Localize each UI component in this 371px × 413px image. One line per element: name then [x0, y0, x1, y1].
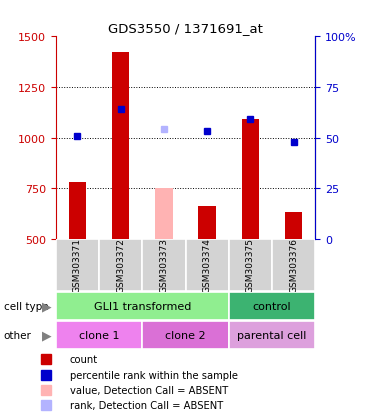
Text: GSM303375: GSM303375	[246, 238, 255, 293]
Title: GDS3550 / 1371691_at: GDS3550 / 1371691_at	[108, 21, 263, 35]
Bar	[229, 240, 272, 291]
Text: GSM303372: GSM303372	[116, 238, 125, 293]
Bar	[272, 240, 315, 291]
Text: GSM303373: GSM303373	[160, 238, 168, 293]
Bar	[56, 292, 229, 320]
Text: GLI1 transformed: GLI1 transformed	[93, 301, 191, 311]
Text: clone 1: clone 1	[79, 330, 119, 340]
Text: control: control	[253, 301, 291, 311]
Text: clone 2: clone 2	[165, 330, 206, 340]
Bar	[56, 321, 142, 349]
Text: parental cell: parental cell	[237, 330, 307, 340]
Text: value, Detection Call = ABSENT: value, Detection Call = ABSENT	[70, 385, 228, 395]
Bar	[99, 240, 142, 291]
Text: GSM303371: GSM303371	[73, 238, 82, 293]
Text: ▶: ▶	[42, 328, 51, 342]
Text: ▶: ▶	[42, 299, 51, 313]
Text: count: count	[70, 354, 98, 365]
Bar	[285, 212, 302, 240]
Bar	[229, 321, 315, 349]
Text: GSM303376: GSM303376	[289, 238, 298, 293]
Text: percentile rank within the sample: percentile rank within the sample	[70, 370, 238, 380]
Bar	[242, 120, 259, 240]
Bar	[142, 240, 186, 291]
Bar	[142, 321, 229, 349]
Text: rank, Detection Call = ABSENT: rank, Detection Call = ABSENT	[70, 400, 223, 411]
Bar	[69, 183, 86, 240]
Text: GSM303374: GSM303374	[203, 238, 211, 293]
Text: cell type: cell type	[4, 301, 48, 311]
Bar	[112, 53, 129, 240]
Bar	[229, 292, 315, 320]
Bar	[186, 240, 229, 291]
Bar	[198, 206, 216, 240]
Bar	[155, 189, 173, 240]
Text: other: other	[4, 330, 32, 340]
Bar	[56, 240, 99, 291]
